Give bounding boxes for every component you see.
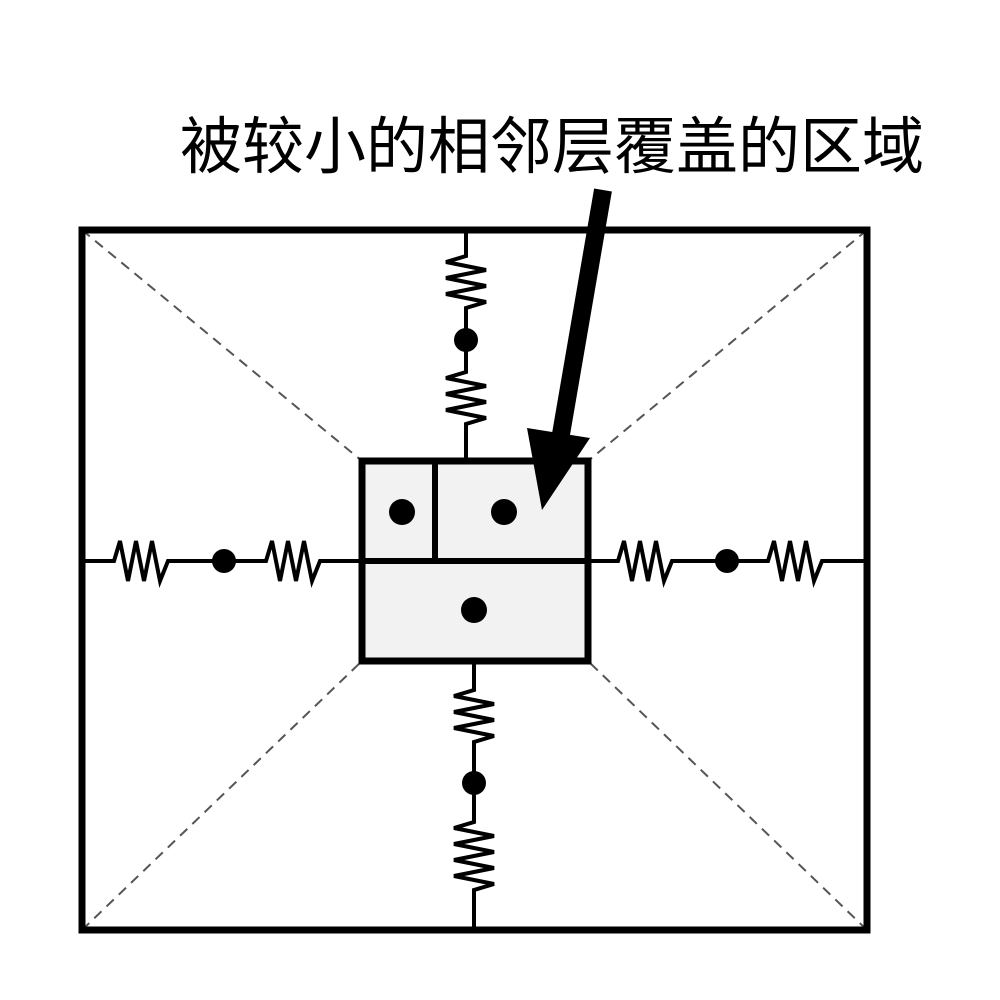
- node-sub-left: [389, 499, 415, 525]
- diagonal-bottom-right: [587, 660, 868, 931]
- resistor-icon: [727, 540, 867, 588]
- diagonal-top-left: [81, 229, 363, 462]
- bottom-spring-chain: [453, 661, 495, 930]
- resistor-icon: [453, 661, 495, 783]
- resistor-icon: [445, 230, 487, 340]
- resistor-icon: [445, 340, 487, 461]
- diagonal-top-right: [587, 229, 868, 462]
- node-top: [454, 328, 478, 352]
- diagonal-bottom-left: [81, 660, 363, 931]
- resistor-icon: [453, 783, 495, 930]
- covered-region: [358, 457, 592, 665]
- arrow-head: [527, 428, 590, 510]
- node-bottom: [462, 771, 486, 795]
- node-left: [212, 549, 236, 573]
- annotation-label: 被较小的相邻层覆盖的区域: [180, 110, 925, 183]
- pointer-arrow-icon: [527, 188, 612, 510]
- arrow-shaft: [551, 188, 612, 442]
- resistor-icon: [224, 540, 362, 588]
- top-spring-chain: [445, 230, 487, 461]
- node-sub-bottom: [461, 597, 487, 623]
- node-sub-right: [491, 499, 517, 525]
- dashed-diagonals: [81, 229, 868, 931]
- left-spring-chain: [82, 540, 362, 588]
- resistor-icon: [82, 540, 224, 588]
- right-spring-chain: [588, 540, 867, 588]
- resistor-icon: [588, 540, 727, 588]
- node-right: [715, 549, 739, 573]
